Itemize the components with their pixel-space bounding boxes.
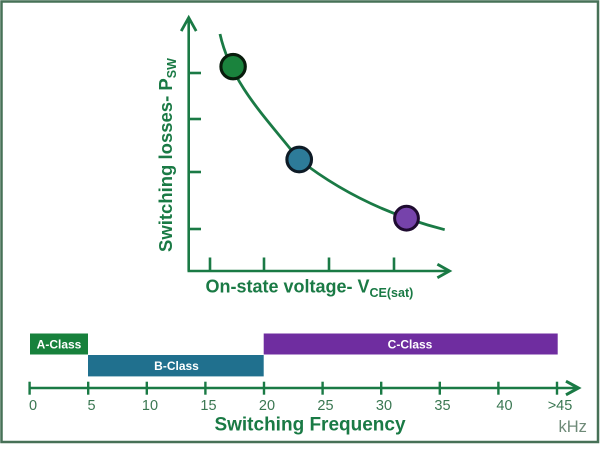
svg-text:>45: >45 (548, 398, 573, 414)
svg-text:C-Class: C-Class (388, 338, 433, 352)
svg-text:15: 15 (200, 398, 216, 414)
svg-text:30: 30 (376, 398, 392, 414)
svg-text:Switching losses- PSW: Switching losses- PSW (155, 58, 179, 252)
svg-text:B-Class: B-Class (154, 359, 199, 373)
svg-text:kHz: kHz (559, 418, 587, 436)
svg-text:Switching Frequency: Switching Frequency (214, 415, 406, 436)
svg-text:On-state voltage- VCE(sat): On-state voltage- VCE(sat) (206, 277, 414, 301)
svg-text:0: 0 (29, 398, 37, 414)
svg-text:10: 10 (142, 398, 158, 414)
svg-text:A-Class: A-Class (37, 338, 82, 352)
svg-text:40: 40 (496, 398, 512, 414)
svg-text:35: 35 (434, 398, 450, 414)
svg-text:20: 20 (259, 398, 275, 414)
svg-text:5: 5 (87, 398, 95, 414)
svg-text:25: 25 (317, 398, 333, 414)
